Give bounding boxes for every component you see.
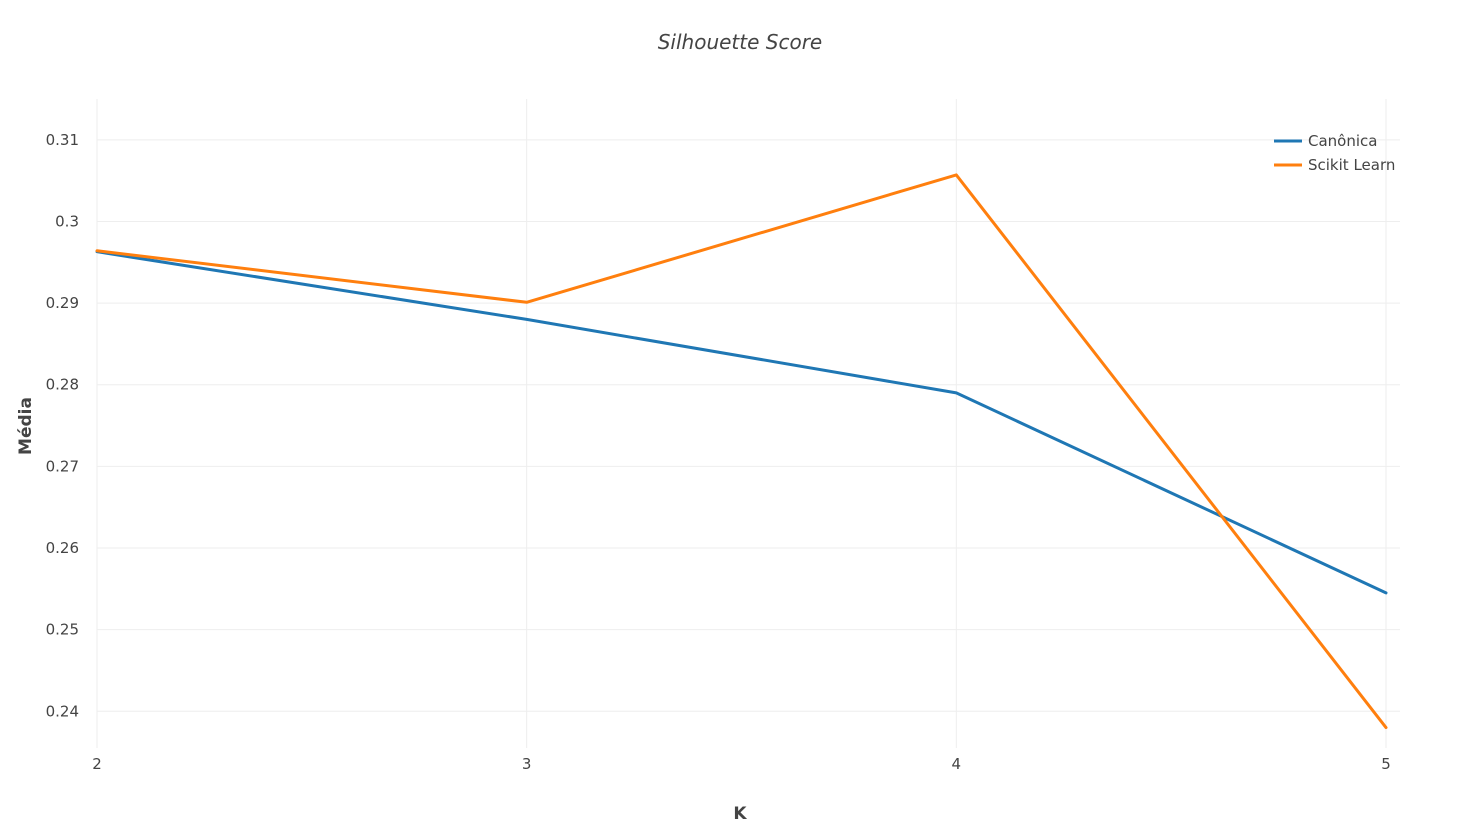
y-tick-label: 0.24 xyxy=(46,702,79,720)
x-tick-labels: 2 3 4 5 xyxy=(92,755,1391,773)
x-axis-title: K xyxy=(733,804,747,824)
y-axis-title: Média xyxy=(16,397,36,455)
y-tick-label: 0.27 xyxy=(46,457,79,475)
legend: Canônica Scikit Learn xyxy=(1274,132,1395,174)
x-tick-label: 3 xyxy=(522,755,532,773)
legend-item-canonica[interactable]: Canônica xyxy=(1274,132,1377,150)
y-tick-label: 0.29 xyxy=(46,294,79,312)
chart-title: Silhouette Score xyxy=(658,30,823,54)
legend-label: Canônica xyxy=(1308,132,1377,150)
y-tick-label: 0.26 xyxy=(46,539,79,557)
series-lines xyxy=(95,173,1388,730)
y-gridlines xyxy=(97,139,1400,712)
series-line-scikit-learn xyxy=(95,173,1388,730)
x-tick-label: 5 xyxy=(1381,755,1391,773)
legend-item-scikit-learn[interactable]: Scikit Learn xyxy=(1274,156,1395,174)
y-tick-labels: 0.24 0.25 0.26 0.27 0.28 0.29 0.3 0.31 xyxy=(46,131,79,720)
series-line-canonica xyxy=(95,250,1388,595)
legend-label: Scikit Learn xyxy=(1308,156,1395,174)
x-tick-label: 4 xyxy=(952,755,962,773)
y-tick-label: 0.25 xyxy=(46,621,79,639)
y-tick-label: 0.31 xyxy=(46,131,79,149)
y-tick-label: 0.28 xyxy=(46,376,79,394)
y-tick-label: 0.3 xyxy=(55,212,79,230)
x-tick-label: 2 xyxy=(92,755,102,773)
x-gridlines xyxy=(96,99,1387,748)
